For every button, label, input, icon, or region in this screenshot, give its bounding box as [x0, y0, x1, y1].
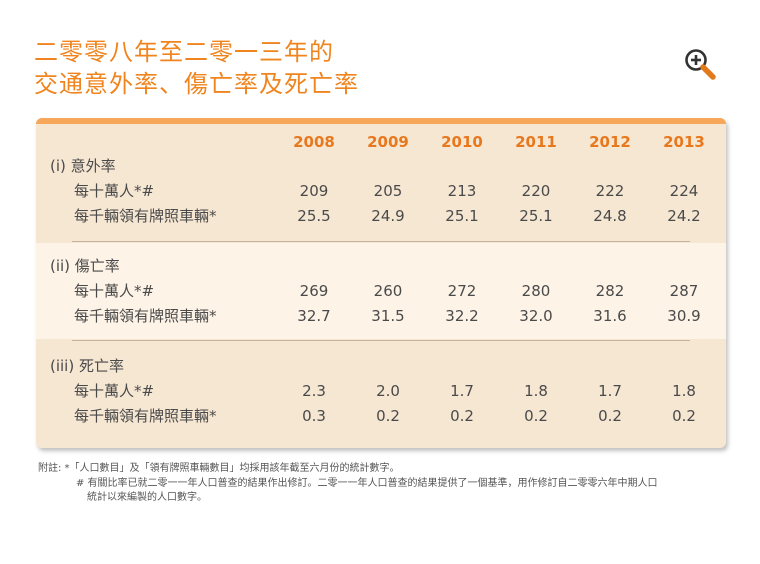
table-cell: 213 [447, 182, 477, 200]
table-cell: 269 [299, 282, 329, 300]
table-cell: 260 [373, 282, 403, 300]
table-cell: 272 [447, 282, 477, 300]
footnote-2-continued: 統計以來編製的人口數字。 [87, 492, 207, 503]
table-cell: 282 [595, 282, 625, 300]
table-cell: 220 [521, 182, 551, 200]
year-header: 2010 [441, 133, 483, 151]
table-cell: 0.2 [450, 407, 474, 425]
section-heading-fatality-rate: (iii) 死亡率 [36, 355, 726, 377]
year-header-row: 2008 2009 2010 2011 2012 2013 [36, 131, 726, 153]
table-row: 每千輛領有牌照車輛* 32.7 31.5 32.2 32.0 31.6 30.9 [36, 305, 726, 327]
table-header-band [36, 118, 726, 124]
table-cell: 1.7 [450, 382, 474, 400]
table-cell: 2.3 [302, 382, 326, 400]
table-cell: 30.9 [667, 307, 701, 325]
table-cell: 24.2 [667, 207, 701, 225]
table-cell: 1.7 [598, 382, 622, 400]
table-row: 每十萬人*# 269 260 272 280 282 287 [36, 280, 726, 302]
section-label: (iii) 死亡率 [50, 357, 124, 375]
statistics-table: 2008 2009 2010 2011 2012 2013 (i) 意外率 每十… [36, 118, 726, 448]
page-title-line-1: 二零零八年至二零一三年的 [34, 38, 334, 66]
year-header: 2008 [293, 133, 335, 151]
row-label: 每十萬人*# [74, 382, 155, 400]
row-label: 每千輛領有牌照車輛* [74, 407, 217, 425]
row-label: 每千輛領有牌照車輛* [74, 207, 217, 225]
table-cell: 1.8 [672, 382, 696, 400]
table-cell: 24.8 [593, 207, 627, 225]
page-title-line-2: 交通意外率、傷亡率及死亡率 [34, 70, 359, 98]
table-cell: 0.2 [524, 407, 548, 425]
table-cell: 0.2 [672, 407, 696, 425]
zoom-in-icon[interactable] [682, 46, 718, 82]
table-cell: 24.9 [371, 207, 405, 225]
table-cell: 32.0 [519, 307, 553, 325]
year-header: 2011 [515, 133, 557, 151]
table-cell: 222 [595, 182, 625, 200]
table-cell: 280 [521, 282, 551, 300]
table-cell: 31.6 [593, 307, 627, 325]
section-divider [72, 340, 690, 341]
page-title: 二零零八年至二零一三年的 交通意外率、傷亡率及死亡率 [34, 36, 359, 100]
table-cell: 32.7 [297, 307, 331, 325]
table-cell: 25.1 [445, 207, 479, 225]
table-cell: 25.1 [519, 207, 553, 225]
table-row: 每十萬人*# 2.3 2.0 1.7 1.8 1.7 1.8 [36, 380, 726, 402]
table-cell: 0.2 [376, 407, 400, 425]
table-cell: 0.2 [598, 407, 622, 425]
section-heading-accident-rate: (i) 意外率 [36, 155, 726, 177]
row-label: 每十萬人*# [74, 282, 155, 300]
table-cell: 205 [373, 182, 403, 200]
table-cell: 32.2 [445, 307, 479, 325]
table-cell: 209 [299, 182, 329, 200]
section-divider [72, 241, 690, 242]
row-label: 每十萬人*# [74, 182, 155, 200]
row-label: 每千輛領有牌照車輛* [74, 307, 217, 325]
table-cell: 287 [669, 282, 699, 300]
table-row: 每千輛領有牌照車輛* 0.3 0.2 0.2 0.2 0.2 0.2 [36, 405, 726, 427]
year-header: 2012 [589, 133, 631, 151]
section-label: (ii) 傷亡率 [50, 257, 120, 275]
footnote-2: # 有關比率已就二零一一年人口普查的結果作出修訂。二零一一年人口普查的結果提供了… [76, 478, 658, 489]
table-row: 每十萬人*# 209 205 213 220 222 224 [36, 180, 726, 202]
section-label: (i) 意外率 [50, 157, 116, 175]
table-cell: 224 [669, 182, 699, 200]
table-cell: 1.8 [524, 382, 548, 400]
year-header: 2013 [663, 133, 705, 151]
year-header: 2009 [367, 133, 409, 151]
table-cell: 25.5 [297, 207, 331, 225]
table-cell: 31.5 [371, 307, 405, 325]
section-highlight-band [36, 243, 726, 339]
section-heading-casualty-rate: (ii) 傷亡率 [36, 255, 726, 277]
table-row: 每千輛領有牌照車輛* 25.5 24.9 25.1 25.1 24.8 24.2 [36, 205, 726, 227]
table-cell: 0.3 [302, 407, 326, 425]
footnote-1: 附註: *「人口數目」及「領有牌照車輛數目」均採用該年截至六月份的統計數字。 [38, 463, 400, 474]
table-cell: 2.0 [376, 382, 400, 400]
